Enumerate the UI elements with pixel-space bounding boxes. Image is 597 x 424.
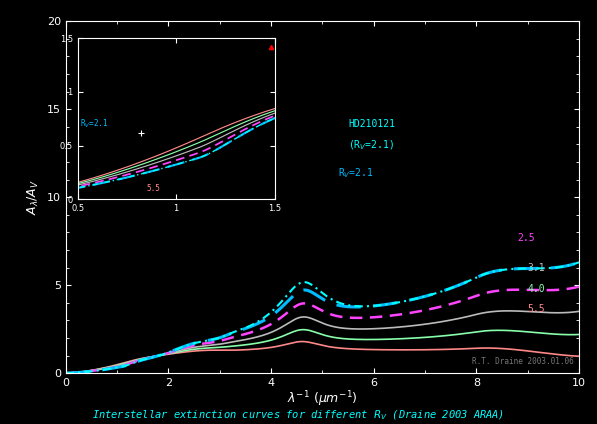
Text: 5.5: 5.5 <box>528 304 546 313</box>
Text: 3.1: 3.1 <box>528 263 546 273</box>
Text: 4.0: 4.0 <box>528 284 546 294</box>
X-axis label: $\lambda^{-1}$ ($\mu m^{-1}$): $\lambda^{-1}$ ($\mu m^{-1}$) <box>287 389 358 409</box>
Text: 2.5: 2.5 <box>518 233 535 243</box>
Text: HD210121: HD210121 <box>348 119 395 129</box>
Text: Interstellar extinction curves for different $R_V$ (Draine 2003 ARAA): Interstellar extinction curves for diffe… <box>93 408 504 422</box>
Text: R$_V$=2.1: R$_V$=2.1 <box>79 117 108 130</box>
Text: 5.5: 5.5 <box>146 184 161 192</box>
Y-axis label: $A_\lambda/A_V$: $A_\lambda/A_V$ <box>26 179 41 215</box>
Text: R$_V$=2.1: R$_V$=2.1 <box>338 166 374 180</box>
Text: (R$_V$=2.1): (R$_V$=2.1) <box>348 138 394 152</box>
Text: R.T. Draine 2003.01.06: R.T. Draine 2003.01.06 <box>472 357 574 366</box>
